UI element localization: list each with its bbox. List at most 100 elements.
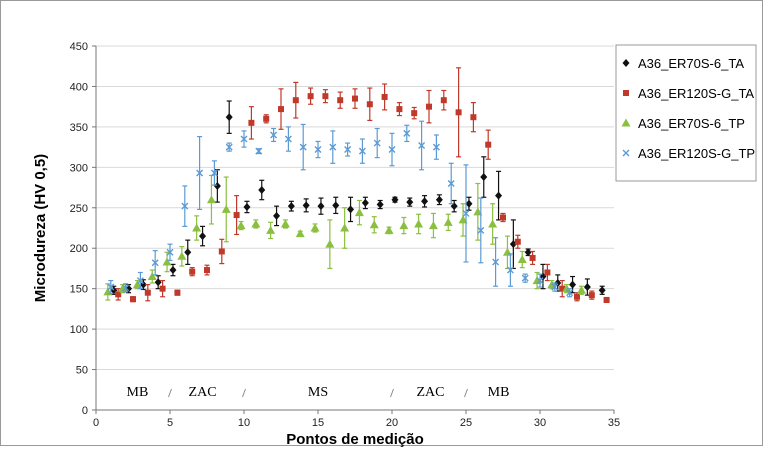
data-point (332, 201, 340, 210)
data-point (544, 269, 551, 276)
data-point (243, 202, 251, 211)
x-tick-label-2: 10 (238, 417, 250, 429)
data-point (292, 97, 299, 104)
data-point (314, 146, 322, 154)
data-point (115, 291, 122, 298)
region-label-0: MB (127, 385, 149, 400)
data-point (210, 169, 218, 177)
data-point (221, 204, 231, 213)
data-point (347, 205, 355, 214)
legend-label-2: A36_ER120S-G_TA (638, 86, 754, 101)
data-point (177, 251, 187, 260)
tick-labels: 0 50 100 150 200 250 300 350 400 450 0 5 10 15 20 25 30 3… (70, 41, 620, 429)
data-point (574, 293, 580, 300)
data-point (322, 93, 329, 100)
data-point (284, 135, 292, 143)
data-point (514, 238, 521, 245)
data-point (337, 97, 344, 104)
data-point (462, 209, 470, 217)
data-point (122, 284, 130, 292)
data-point (136, 277, 144, 285)
y-tick-label-4: 200 (70, 243, 88, 255)
y-tick-label-6: 300 (70, 162, 88, 174)
data-point (488, 219, 498, 228)
data-point (470, 114, 477, 121)
data-point (225, 143, 233, 151)
series-3 (103, 174, 586, 301)
data-point (295, 229, 305, 238)
legend-label-3: A36_ER70S-6_TP (638, 116, 745, 131)
x-tick-label-3: 15 (312, 417, 324, 429)
data-point (435, 195, 443, 204)
x-tick-label-0: 0 (93, 417, 99, 429)
data-point (443, 217, 453, 226)
data-point (403, 129, 411, 137)
data-point (299, 143, 307, 151)
data-point (233, 212, 240, 219)
data-point (213, 181, 221, 190)
y-tick-label-2: 100 (70, 324, 88, 336)
data-point (151, 259, 159, 267)
data-point (154, 278, 162, 287)
y-axis-label: Microdureza (HV 0,5) (32, 154, 49, 302)
data-point (236, 221, 246, 230)
data-point (263, 115, 270, 122)
data-point (147, 272, 157, 281)
data-point (414, 219, 424, 228)
data-point (458, 215, 468, 224)
data-point (524, 248, 532, 257)
x-axis-label: Pontos de medição (286, 431, 424, 447)
data-point (521, 274, 529, 282)
data-point (132, 280, 142, 289)
x-tick-label-7: 35 (608, 417, 620, 429)
data-point (366, 101, 373, 108)
data-point (329, 143, 337, 151)
data-point (480, 173, 488, 182)
data-point (562, 284, 572, 293)
legend-label-4: A36_ER120S-G_TP (638, 146, 755, 161)
data-point (266, 225, 276, 234)
y-tick-label-0: 0 (82, 405, 88, 417)
y-tick-label-5: 250 (70, 203, 88, 215)
axes (92, 45, 615, 414)
y-tick-label-3: 150 (70, 284, 88, 296)
data-point (418, 141, 426, 149)
data-point (598, 286, 606, 295)
data-point (130, 296, 136, 303)
y-tick-label-8: 400 (70, 81, 88, 93)
legend: A36_ER70S-6_TA A36_ER120S-G_TA A36_ER70S-6… (615, 44, 757, 182)
data-point (399, 221, 409, 230)
x-tick-label-4: 20 (386, 417, 398, 429)
data-point (551, 283, 559, 291)
data-point (559, 285, 566, 292)
data-point (421, 197, 429, 206)
data-point (354, 208, 364, 217)
data-point (569, 280, 577, 289)
y-tick-label-9: 450 (70, 41, 88, 53)
region-label-2: MS (308, 385, 328, 400)
data-point (273, 211, 281, 220)
data-point (340, 223, 350, 232)
data-point (199, 232, 207, 241)
data-point (376, 200, 384, 209)
data-point (391, 195, 399, 204)
data-point (566, 289, 574, 297)
data-point (373, 139, 381, 147)
data-point (495, 191, 503, 200)
data-point (325, 239, 335, 248)
legend-marker-2 (623, 90, 629, 96)
data-point (485, 141, 492, 148)
legend-marker-1 (622, 59, 630, 67)
data-point (361, 198, 369, 207)
data-point (206, 195, 216, 204)
data-point (280, 219, 290, 228)
data-point (225, 113, 233, 122)
data-point (162, 257, 172, 266)
y-tick-label-1: 50 (76, 365, 88, 377)
data-point (255, 147, 263, 155)
data-point (588, 292, 595, 299)
data-point (169, 266, 177, 275)
data-point (465, 199, 473, 208)
data-point (258, 185, 266, 194)
